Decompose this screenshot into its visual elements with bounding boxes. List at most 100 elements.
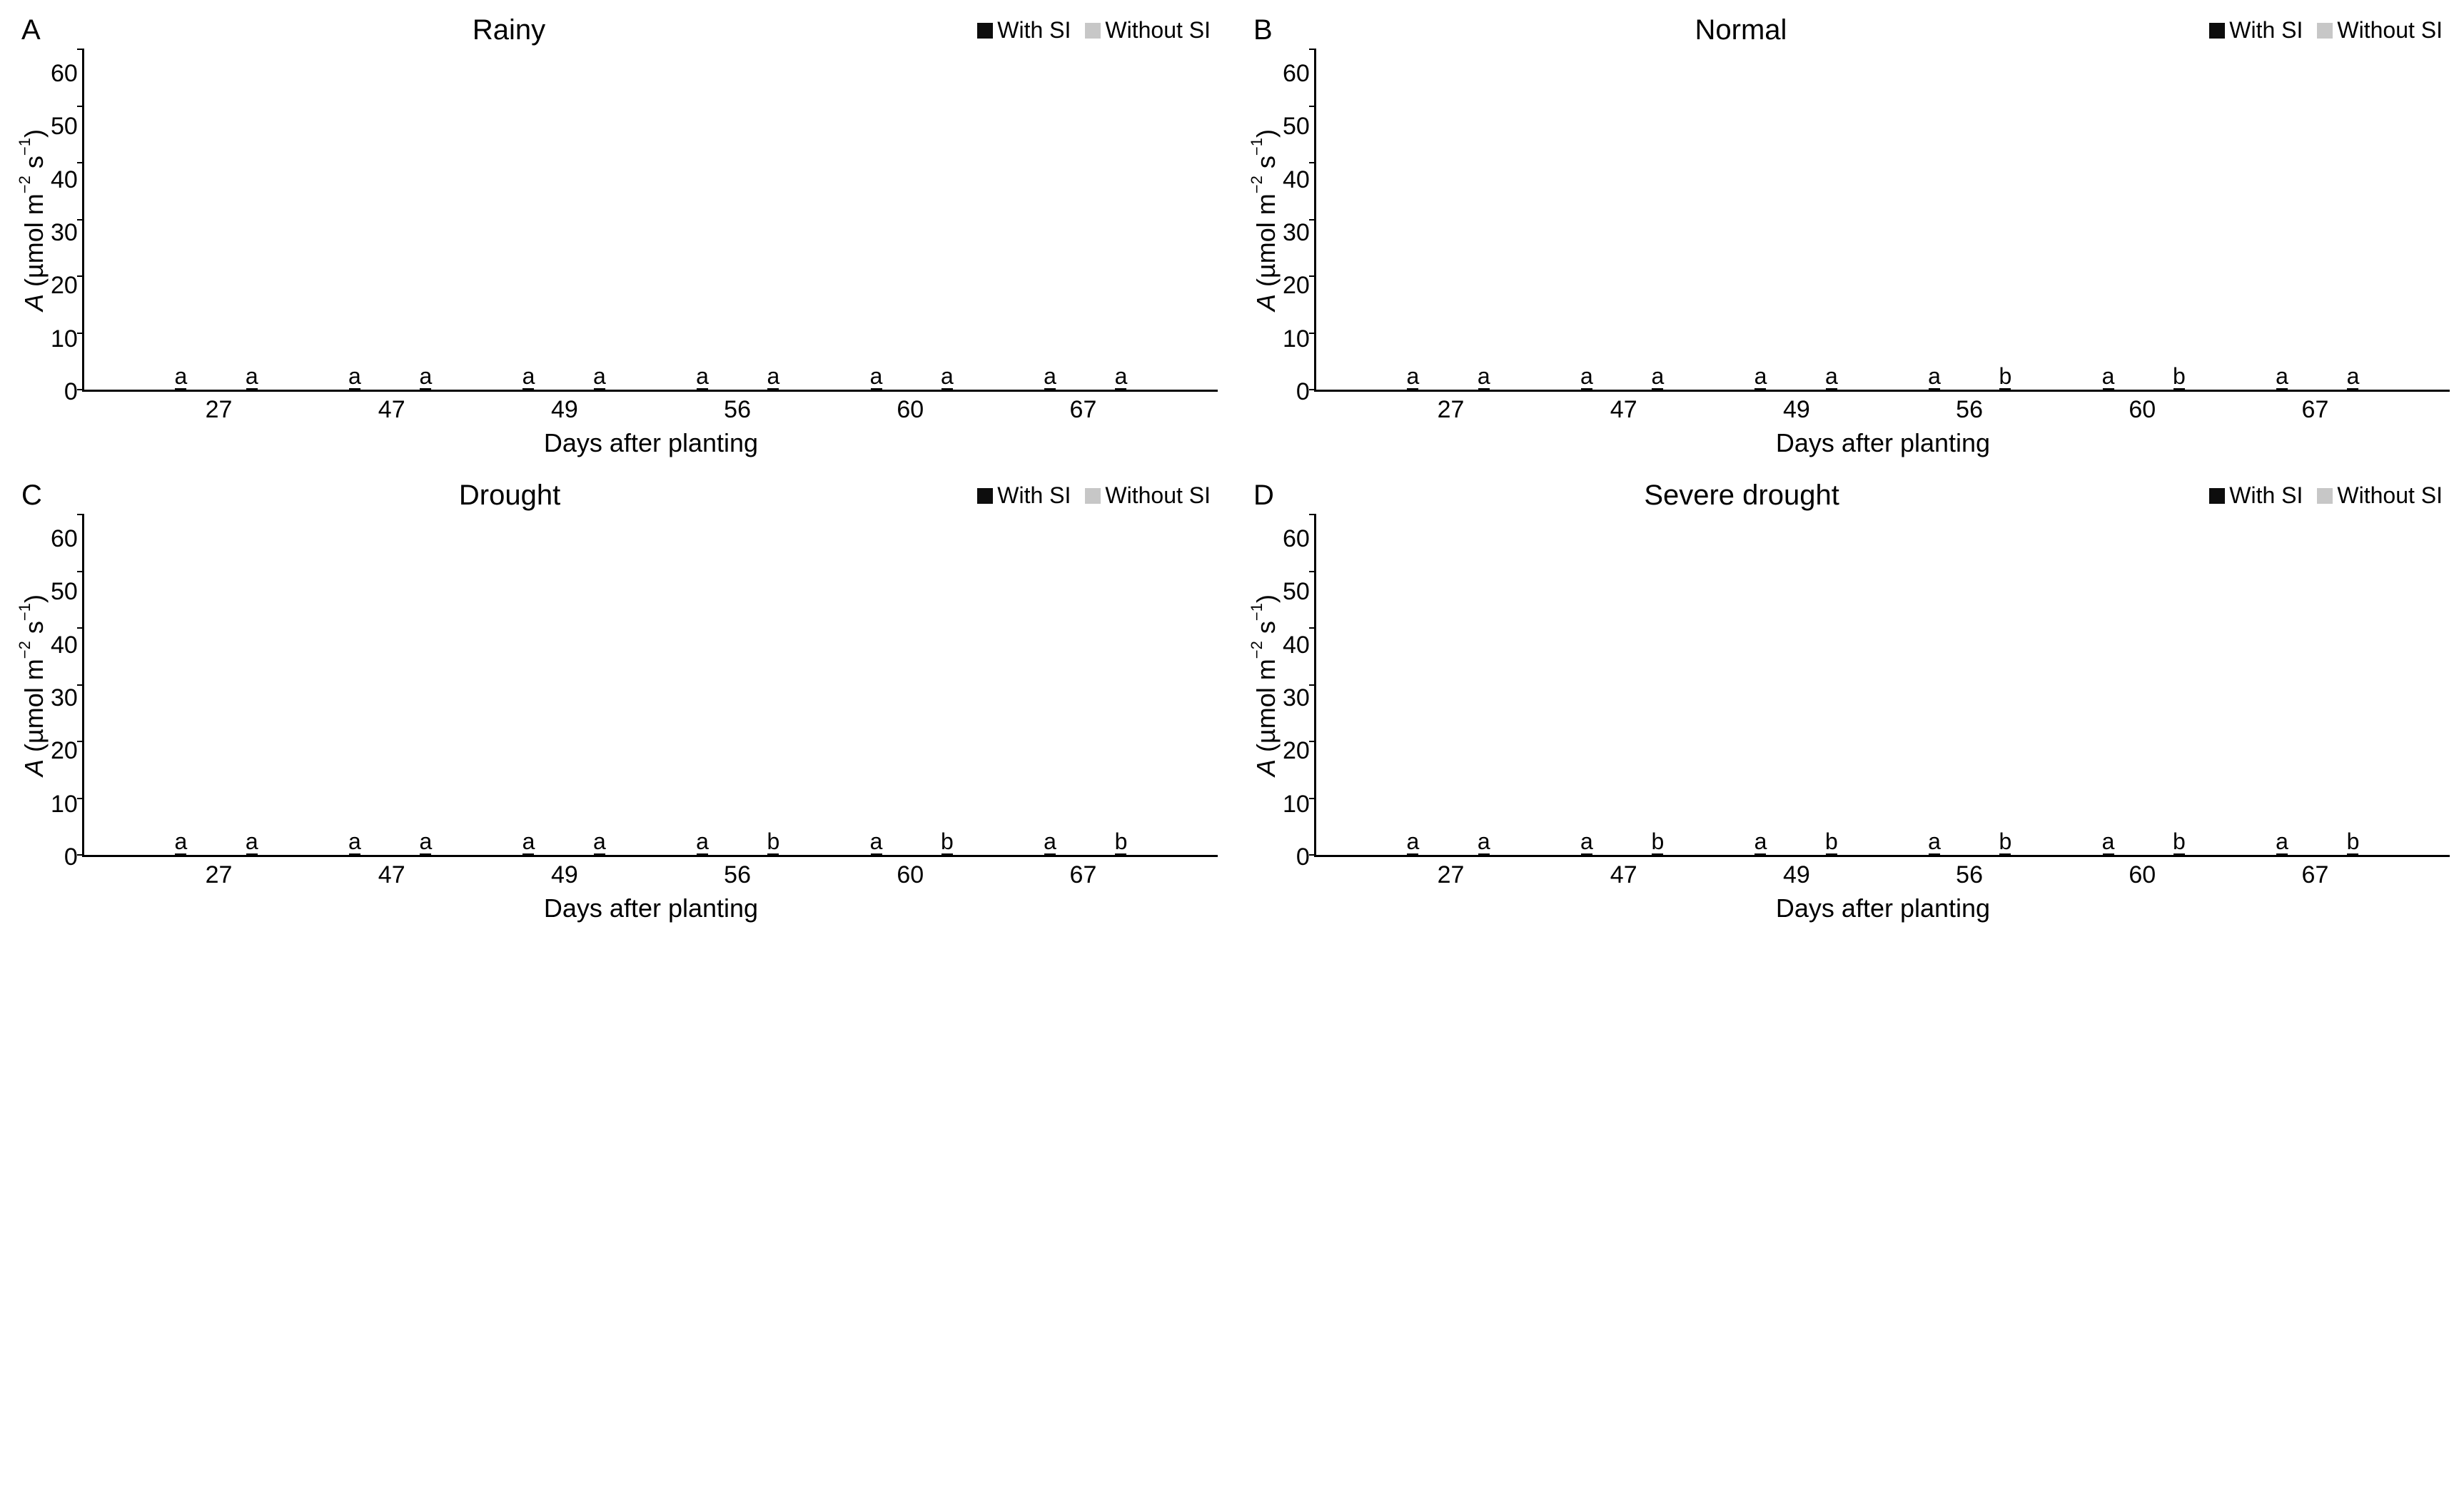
y-ticks: 0102030405060	[51, 515, 82, 857]
bars-row: aaaaaaababab	[84, 515, 1218, 855]
significance-letter: b	[941, 828, 954, 855]
x-tick: 56	[651, 396, 824, 424]
x-tick: 67	[2228, 396, 2401, 424]
significance-letter: a	[348, 828, 361, 855]
y-tickmark	[1309, 162, 1316, 163]
y-tickmark	[1309, 219, 1316, 221]
significance-letter: a	[941, 363, 954, 390]
x-tick: 49	[1710, 396, 1883, 424]
figure-grid: ARainyWith SIWithout SIA (µmol m−2 s−1)0…	[14, 14, 2450, 923]
bars-row: aaaaaaababaa	[1316, 49, 2450, 390]
y-tickmark	[77, 627, 84, 629]
y-tick: 60	[51, 61, 78, 86]
x-tick: 27	[1364, 396, 1537, 424]
bars-row: aaababababab	[1316, 515, 2450, 855]
y-tick: 20	[51, 739, 78, 763]
legend-label: With SI	[997, 482, 1071, 509]
x-axis-label: Days after planting	[1246, 428, 2450, 458]
significance-letter: a	[348, 363, 361, 390]
panel-b: BNormalWith SIWithout SIA (µmol m−2 s−1)…	[1246, 14, 2450, 458]
significance-letter: a	[1044, 363, 1056, 390]
bars-row: aaaaaaaaaaaa	[84, 49, 1218, 390]
y-tick: 30	[1283, 221, 1310, 245]
significance-letter: a	[1580, 363, 1593, 390]
legend-item: Without SI	[1085, 17, 1211, 44]
y-tickmark	[77, 219, 84, 221]
x-ticks: 274749566067	[1316, 392, 2450, 424]
y-tickmark	[1309, 854, 1316, 856]
x-axis-label: Days after planting	[14, 893, 1218, 923]
y-tick: 10	[51, 792, 78, 816]
y-axis-label: A (µmol m−2 s−1)	[14, 49, 51, 392]
legend-item: With SI	[2209, 482, 2303, 509]
y-tick: 60	[1283, 527, 1310, 551]
significance-letter: a	[1928, 828, 1941, 855]
legend: With SI Without SI	[977, 482, 1211, 509]
y-tick: 0	[1296, 845, 1310, 869]
panel-letter: B	[1253, 14, 1273, 46]
significance-letter: a	[1754, 828, 1767, 855]
x-tick: 60	[2056, 861, 2228, 889]
y-tickmark	[1309, 106, 1316, 107]
plot-area: aaaaaaaaaaaa	[82, 49, 1218, 392]
x-tick: 49	[478, 861, 651, 889]
significance-letter: b	[767, 828, 780, 855]
x-tick: 49	[478, 396, 651, 424]
y-ticks: 0102030405060	[1283, 49, 1314, 392]
x-ticks-wrap: 274749566067	[14, 392, 1218, 424]
y-tick: 40	[1283, 633, 1310, 657]
legend: With SI Without SI	[2209, 17, 2443, 44]
significance-letter: a	[1115, 363, 1128, 390]
panel-header: BNormal With SI Without SI	[1246, 14, 2450, 46]
panel-title: Normal	[1273, 14, 2210, 46]
plot-area: aaaaaaababaa	[1314, 49, 2450, 392]
x-tick: 67	[996, 396, 1169, 424]
significance-letter: a	[696, 363, 709, 390]
significance-letter: a	[1478, 828, 1490, 855]
x-axis-label: Days after planting	[1246, 893, 2450, 923]
chart-body: A (µmol m−2 s−1)0102030405060aaaaaaaaaaa…	[14, 49, 1218, 392]
legend-label: Without SI	[2337, 482, 2443, 509]
significance-letter: a	[2102, 363, 2115, 390]
y-tick: 50	[51, 114, 78, 138]
significance-letter: a	[175, 828, 188, 855]
legend-label: With SI	[2229, 482, 2303, 509]
y-ticks: 0102030405060	[1283, 515, 1314, 857]
panel-d: DSevere droughtWith SIWithout SIA (µmol …	[1246, 480, 2450, 923]
chart-body: A (µmol m−2 s−1)0102030405060aaababababa…	[1246, 515, 2450, 857]
legend: With SI Without SI	[2209, 482, 2443, 509]
legend-item: Without SI	[2317, 482, 2443, 509]
legend-item: With SI	[977, 482, 1071, 509]
y-tickmark	[1309, 741, 1316, 742]
significance-letter: a	[246, 363, 258, 390]
y-tickmark	[1309, 275, 1316, 277]
plot-area: aaaaaaababab	[82, 515, 1218, 857]
significance-letter: b	[2173, 828, 2186, 855]
panel-letter: C	[21, 480, 42, 512]
y-tickmark	[77, 333, 84, 334]
significance-letter: a	[1407, 363, 1420, 390]
legend-item: Without SI	[1085, 482, 1211, 509]
legend-swatch	[977, 23, 993, 39]
x-tick: 60	[824, 396, 996, 424]
chart-body: A (µmol m−2 s−1)0102030405060aaaaaaababa…	[14, 515, 1218, 857]
panel-title: Severe drought	[1274, 480, 2209, 512]
significance-letter: a	[870, 828, 883, 855]
y-tickmark	[1309, 798, 1316, 799]
significance-letter: a	[1580, 828, 1593, 855]
legend-label: With SI	[2229, 17, 2303, 44]
legend-item: Without SI	[2317, 17, 2443, 44]
y-tick: 10	[51, 327, 78, 351]
legend-swatch	[1085, 23, 1101, 39]
significance-letter: a	[2102, 828, 2115, 855]
significance-letter: a	[246, 828, 258, 855]
legend-label: Without SI	[1105, 17, 1211, 44]
significance-letter: a	[870, 363, 883, 390]
y-tick: 50	[1283, 579, 1310, 604]
significance-letter: a	[1825, 363, 1838, 390]
y-tickmark	[1309, 627, 1316, 629]
x-ticks: 274749566067	[84, 857, 1218, 889]
panel-title: Rainy	[41, 14, 978, 46]
x-tick: 56	[1883, 861, 2056, 889]
significance-letter: a	[1044, 828, 1056, 855]
